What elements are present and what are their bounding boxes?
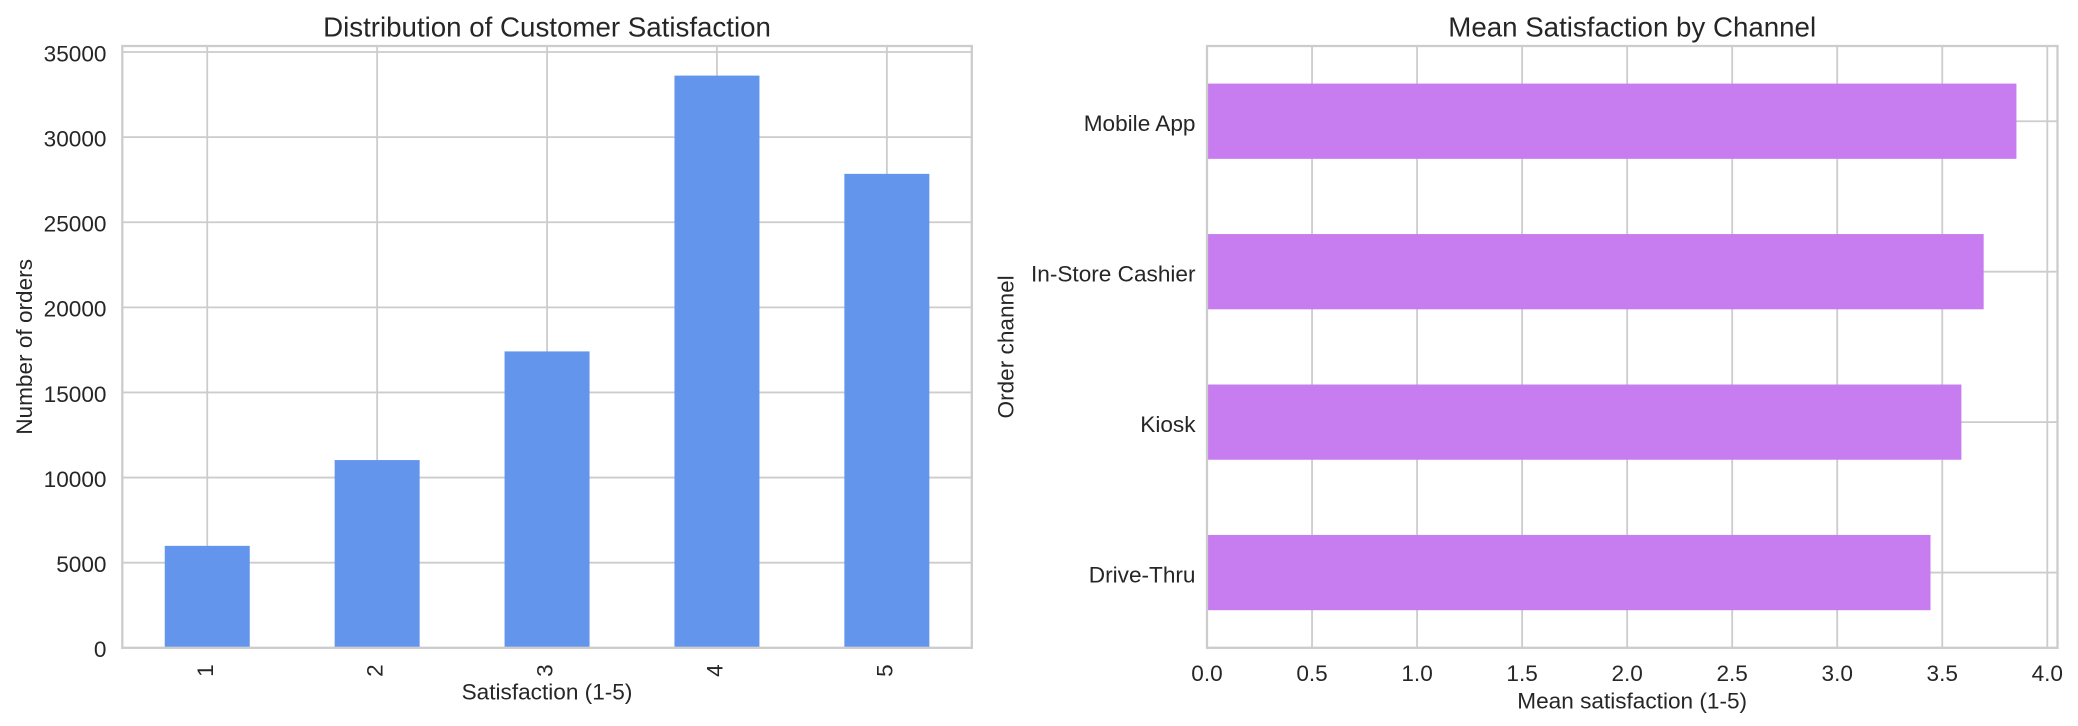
svg-text:1.0: 1.0 — [1401, 661, 1432, 686]
svg-text:4: 4 — [702, 664, 727, 677]
svg-text:3: 3 — [533, 664, 558, 677]
svg-text:15000: 15000 — [44, 382, 107, 407]
svg-text:20000: 20000 — [44, 297, 107, 322]
svg-text:0: 0 — [94, 637, 107, 662]
svg-text:5000: 5000 — [56, 552, 106, 577]
svg-text:Mean satisfaction (1-5): Mean satisfaction (1-5) — [1517, 688, 1747, 713]
svg-text:In-Store Cashier: In-Store Cashier — [1031, 261, 1196, 286]
svg-text:10000: 10000 — [44, 467, 107, 492]
svg-text:3.5: 3.5 — [1927, 661, 1958, 686]
svg-text:5: 5 — [872, 664, 897, 677]
svg-text:2.0: 2.0 — [1611, 661, 1642, 686]
svg-text:3.0: 3.0 — [1822, 661, 1853, 686]
svg-text:Number of orders: Number of orders — [12, 259, 37, 435]
svg-text:Distribution of Customer Satis: Distribution of Customer Satisfaction — [323, 11, 771, 42]
svg-text:Order channel: Order channel — [994, 275, 1019, 418]
svg-text:Satisfaction (1-5): Satisfaction (1-5) — [462, 679, 633, 704]
svg-text:0.0: 0.0 — [1191, 661, 1222, 686]
svg-text:4.0: 4.0 — [2032, 661, 2063, 686]
svg-text:2.5: 2.5 — [1716, 661, 1747, 686]
svg-text:1.5: 1.5 — [1506, 661, 1537, 686]
svg-text:1: 1 — [193, 664, 218, 677]
svg-text:Drive-Thru: Drive-Thru — [1089, 562, 1196, 587]
svg-text:25000: 25000 — [44, 212, 107, 237]
svg-text:Kiosk: Kiosk — [1140, 412, 1196, 437]
svg-text:0.5: 0.5 — [1296, 661, 1327, 686]
svg-text:2: 2 — [363, 664, 388, 677]
svg-text:Mobile App: Mobile App — [1084, 111, 1196, 136]
svg-text:30000: 30000 — [44, 127, 107, 152]
svg-text:Mean Satisfaction by Channel: Mean Satisfaction by Channel — [1448, 11, 1816, 42]
svg-text:35000: 35000 — [44, 41, 107, 66]
